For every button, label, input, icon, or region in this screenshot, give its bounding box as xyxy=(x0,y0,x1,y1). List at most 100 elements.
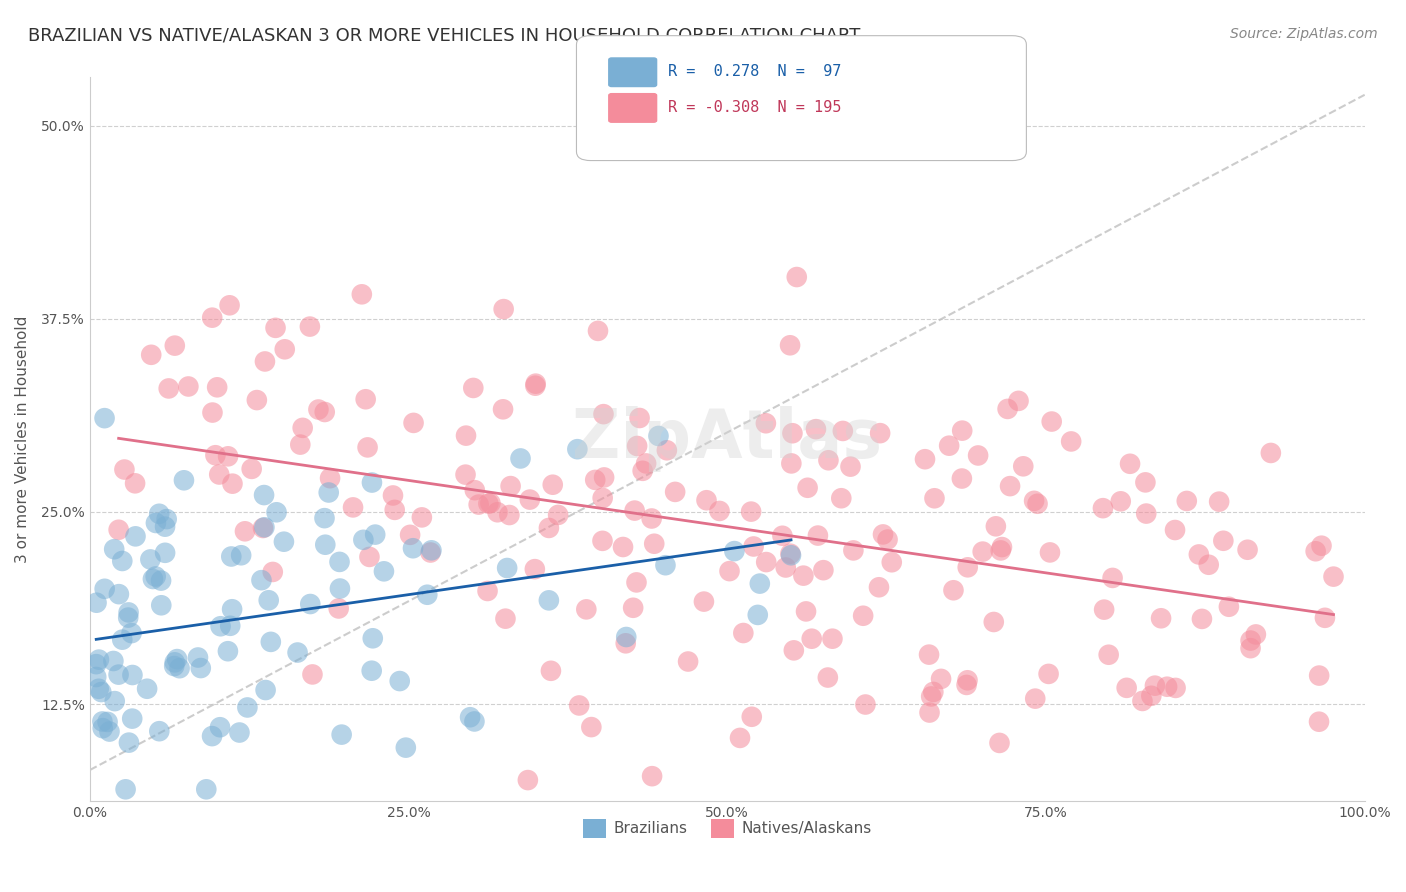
Point xyxy=(654,558,676,573)
Point xyxy=(942,583,965,598)
Point xyxy=(920,690,942,704)
Point xyxy=(117,606,139,620)
Point xyxy=(117,610,139,624)
Point xyxy=(830,491,852,506)
Point xyxy=(1310,539,1333,553)
Point xyxy=(967,449,990,463)
Point xyxy=(240,462,263,476)
Point xyxy=(177,379,200,393)
Point xyxy=(360,664,382,678)
Point xyxy=(328,555,350,569)
Point xyxy=(287,646,309,660)
Point xyxy=(467,498,489,512)
Point xyxy=(950,471,973,485)
Point xyxy=(1313,611,1336,625)
Point xyxy=(492,402,515,417)
Text: BRAZILIAN VS NATIVE/ALASKAN 3 OR MORE VEHICLES IN HOUSEHOLD CORRELATION CHART: BRAZILIAN VS NATIVE/ALASKAN 3 OR MORE VE… xyxy=(28,27,860,45)
Point xyxy=(775,560,797,574)
Point xyxy=(804,422,827,436)
Point xyxy=(420,543,443,558)
Point xyxy=(298,319,321,334)
Point xyxy=(464,483,486,498)
Point xyxy=(246,393,269,408)
Point xyxy=(217,450,239,464)
Point xyxy=(990,543,1012,558)
Point xyxy=(1164,523,1187,537)
Point xyxy=(779,547,801,561)
Point xyxy=(929,672,952,686)
Point xyxy=(1143,679,1166,693)
Point xyxy=(1119,457,1142,471)
Point xyxy=(364,527,387,541)
Point xyxy=(640,511,662,525)
Point xyxy=(273,534,295,549)
Point xyxy=(568,698,591,713)
Point xyxy=(718,564,741,578)
Point xyxy=(104,694,127,708)
Point xyxy=(1012,459,1035,474)
Point xyxy=(142,572,165,586)
Point xyxy=(354,392,377,407)
Point xyxy=(416,588,439,602)
Point xyxy=(631,464,654,478)
Point xyxy=(709,504,731,518)
Point xyxy=(217,644,239,658)
Point xyxy=(779,338,801,352)
Point xyxy=(1164,681,1187,695)
Point xyxy=(988,736,1011,750)
Point xyxy=(755,416,778,430)
Point xyxy=(274,343,297,357)
Point xyxy=(233,524,256,539)
Point xyxy=(1098,648,1121,662)
Point xyxy=(1198,558,1220,572)
Point xyxy=(783,643,806,657)
Point xyxy=(204,448,226,462)
Point xyxy=(623,503,645,517)
Point xyxy=(641,769,664,783)
Point xyxy=(314,511,336,525)
Point xyxy=(361,632,384,646)
Y-axis label: 3 or more Vehicles in Household: 3 or more Vehicles in Household xyxy=(15,316,30,563)
Point xyxy=(166,652,188,666)
Point xyxy=(201,729,224,743)
Point xyxy=(136,681,159,696)
Point xyxy=(221,476,243,491)
Point xyxy=(252,521,274,535)
Point xyxy=(852,608,875,623)
Point xyxy=(821,632,844,646)
Point xyxy=(1038,666,1060,681)
Point xyxy=(872,527,894,541)
Point xyxy=(221,549,243,564)
Point xyxy=(626,439,648,453)
Point xyxy=(868,580,890,594)
Point xyxy=(509,451,531,466)
Point xyxy=(723,544,745,558)
Point xyxy=(107,523,129,537)
Point xyxy=(869,426,891,441)
Point xyxy=(664,484,686,499)
Point xyxy=(655,443,678,458)
Point xyxy=(384,503,406,517)
Point xyxy=(98,724,121,739)
Point xyxy=(586,324,609,338)
Point xyxy=(86,596,108,610)
Point xyxy=(498,508,520,522)
Point xyxy=(250,573,273,587)
Point xyxy=(1039,545,1062,559)
Point xyxy=(314,538,336,552)
Point xyxy=(221,602,243,616)
Point xyxy=(516,773,538,788)
Point xyxy=(402,541,425,556)
Point xyxy=(728,731,751,745)
Point xyxy=(114,782,136,797)
Point xyxy=(1308,714,1330,729)
Point xyxy=(614,630,637,644)
Point xyxy=(1175,494,1198,508)
Point xyxy=(359,549,381,564)
Point xyxy=(264,321,287,335)
Point xyxy=(523,562,546,576)
Point xyxy=(150,574,173,588)
Point xyxy=(1132,694,1154,708)
Point xyxy=(352,533,374,547)
Point xyxy=(807,528,830,542)
